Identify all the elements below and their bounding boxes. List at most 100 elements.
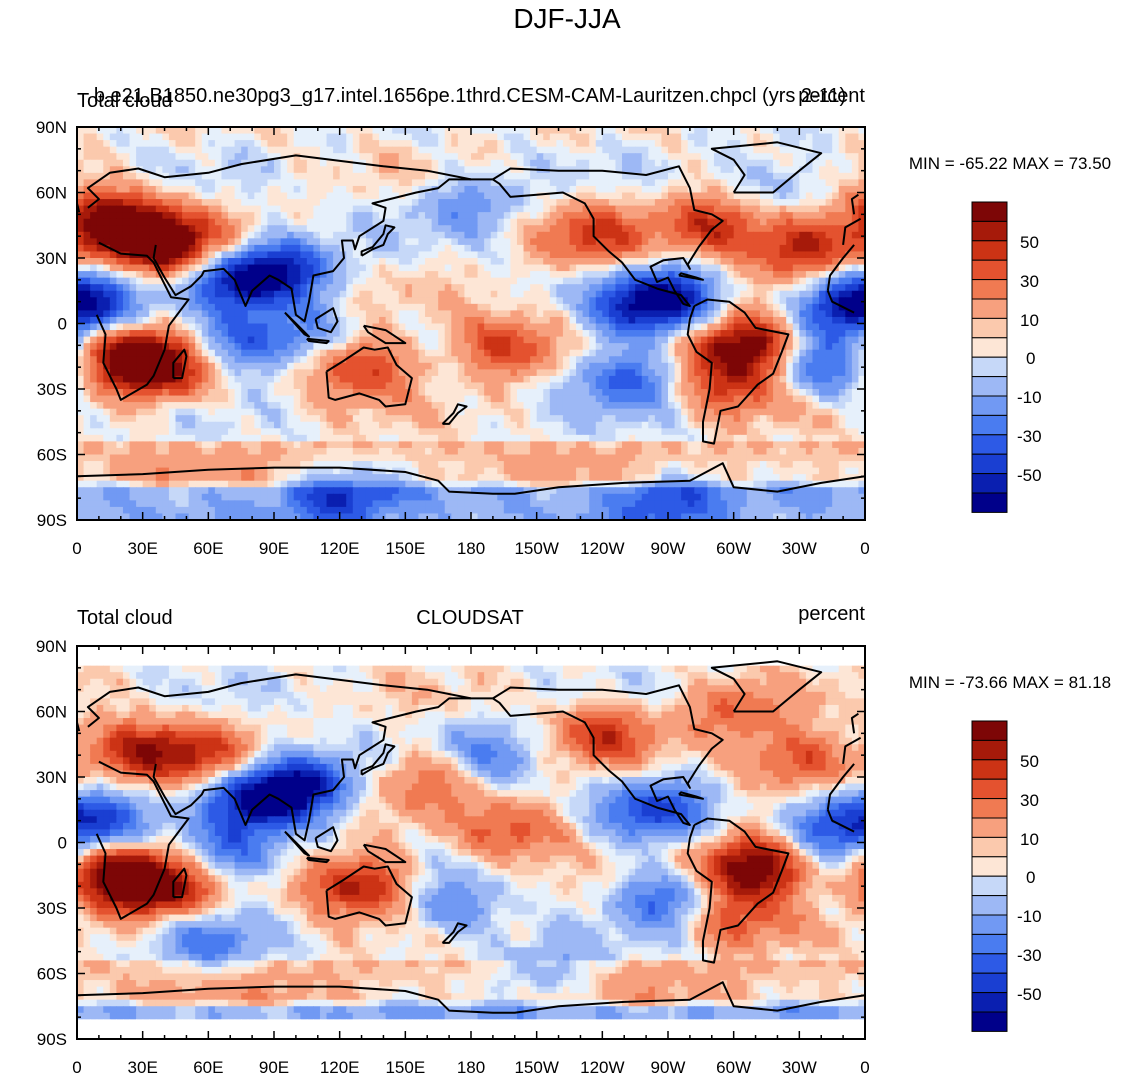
field-cell bbox=[805, 192, 814, 200]
field-cell bbox=[740, 297, 748, 305]
field-cell bbox=[438, 389, 446, 397]
field-cell bbox=[109, 284, 117, 292]
field-cell bbox=[122, 212, 131, 220]
field-cell bbox=[733, 323, 741, 331]
field-cell bbox=[602, 330, 610, 338]
field-cell bbox=[497, 140, 505, 148]
field-cell bbox=[622, 238, 630, 246]
field-cell bbox=[365, 258, 374, 266]
field-cell bbox=[549, 212, 557, 220]
field-cell bbox=[700, 218, 708, 226]
field-cell bbox=[648, 133, 656, 141]
field-cell bbox=[549, 140, 557, 148]
field-cell bbox=[530, 303, 538, 311]
field-cell bbox=[142, 205, 150, 213]
field-cell bbox=[83, 336, 91, 344]
field-cell bbox=[556, 127, 564, 135]
field-cell bbox=[267, 192, 275, 200]
field-cell bbox=[313, 185, 321, 194]
field-cell bbox=[569, 382, 577, 390]
field-cell bbox=[582, 192, 590, 200]
field-cell bbox=[411, 218, 420, 226]
field-cell bbox=[635, 225, 643, 233]
field-cell bbox=[569, 140, 577, 148]
field-cell bbox=[845, 369, 853, 377]
field-cell bbox=[109, 212, 117, 220]
field-cell bbox=[477, 375, 485, 384]
field-cell bbox=[208, 303, 216, 311]
field-cell bbox=[648, 349, 656, 357]
field-cell bbox=[674, 218, 682, 226]
field-cell bbox=[589, 179, 597, 187]
field-cell bbox=[234, 199, 242, 207]
field-cell bbox=[77, 166, 85, 174]
field-cell bbox=[825, 356, 833, 364]
field-cell bbox=[136, 362, 144, 370]
field-cell bbox=[287, 303, 295, 311]
field-cell bbox=[602, 166, 610, 174]
field-cell bbox=[149, 231, 157, 239]
field-cell bbox=[759, 290, 768, 298]
field-cell bbox=[753, 362, 761, 370]
field-cell bbox=[208, 133, 216, 141]
field-cell bbox=[477, 336, 485, 344]
field-cell bbox=[379, 375, 387, 384]
field-cell bbox=[241, 218, 249, 226]
field-cell bbox=[589, 316, 597, 325]
field-cell bbox=[792, 284, 800, 292]
field-cell bbox=[208, 264, 216, 272]
field-cell bbox=[129, 271, 137, 279]
field-cell bbox=[484, 146, 492, 154]
field-cell bbox=[90, 323, 98, 331]
field-cell bbox=[589, 159, 597, 167]
field-cell bbox=[359, 336, 367, 344]
field-cell bbox=[392, 133, 400, 141]
field-cell bbox=[254, 179, 262, 187]
field-cell bbox=[641, 336, 649, 344]
field-cell bbox=[595, 330, 603, 338]
field-cell bbox=[569, 330, 577, 338]
field-cell bbox=[326, 179, 334, 187]
field-cell bbox=[773, 251, 781, 259]
field-cell bbox=[668, 258, 676, 266]
field-cell bbox=[727, 382, 735, 390]
field-cell bbox=[490, 225, 498, 233]
field-cell bbox=[851, 389, 860, 397]
field-cell bbox=[576, 127, 584, 135]
field-cell bbox=[182, 264, 190, 272]
field-cell bbox=[234, 172, 242, 180]
field-cell bbox=[96, 277, 104, 285]
field-cell bbox=[142, 369, 150, 377]
field-cell bbox=[510, 185, 518, 194]
field-cell bbox=[622, 185, 630, 194]
field-cell bbox=[136, 218, 144, 226]
field-cell bbox=[497, 225, 505, 233]
field-cell bbox=[845, 362, 853, 370]
field-cell bbox=[319, 389, 328, 397]
field-cell bbox=[90, 244, 98, 253]
field-cell bbox=[234, 185, 242, 194]
field-cell bbox=[444, 349, 452, 357]
field-cell bbox=[274, 231, 282, 239]
field-cell bbox=[733, 389, 741, 397]
field-cell bbox=[556, 159, 564, 167]
field-cell bbox=[681, 225, 689, 233]
field-cell bbox=[267, 310, 275, 318]
field-cell bbox=[635, 271, 643, 279]
field-cell bbox=[136, 185, 144, 194]
field-cell bbox=[582, 251, 590, 259]
field-cell bbox=[746, 297, 754, 305]
field-cell bbox=[149, 179, 157, 187]
field-cell bbox=[136, 271, 144, 279]
field-cell bbox=[543, 316, 551, 325]
field-cell bbox=[247, 349, 255, 357]
field-cell bbox=[628, 192, 636, 200]
field-cell bbox=[444, 362, 452, 370]
field-cell bbox=[543, 133, 551, 141]
field-cell bbox=[805, 389, 814, 397]
field-cell bbox=[398, 258, 406, 266]
field-cell bbox=[234, 231, 242, 239]
field-cell bbox=[753, 336, 761, 344]
field-cell bbox=[713, 133, 722, 141]
field-cell bbox=[398, 395, 406, 403]
